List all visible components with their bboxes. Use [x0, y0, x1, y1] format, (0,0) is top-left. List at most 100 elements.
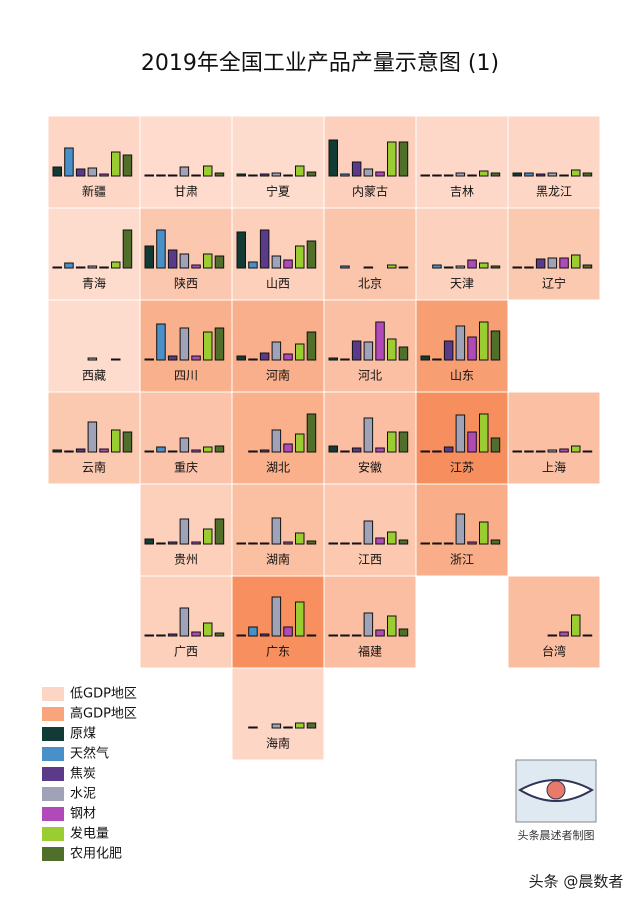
bar: [375, 447, 385, 453]
bar: [455, 513, 466, 545]
title: 2019年全国工业产品产量示意图 (1): [141, 51, 499, 76]
tile-label: 安徽: [358, 460, 382, 475]
tile-label: 福建: [358, 644, 382, 659]
bar: [512, 450, 522, 453]
tile: [231, 667, 325, 761]
bar: [248, 626, 258, 637]
bar: [306, 722, 317, 729]
tile-label: 云南: [82, 460, 106, 475]
bar: [571, 254, 581, 269]
bar: [582, 172, 593, 177]
bar: [479, 521, 489, 545]
bar: [455, 265, 466, 269]
bar: [156, 634, 166, 637]
bar: [248, 174, 258, 177]
bar: [559, 448, 569, 453]
bar: [156, 174, 166, 177]
bar: [432, 264, 442, 269]
bar: [479, 262, 489, 269]
bar: [295, 532, 305, 545]
bar: [295, 343, 305, 361]
bar: [271, 172, 282, 177]
bar: [363, 417, 374, 453]
bar: [99, 173, 109, 177]
tile-label: 上海: [542, 460, 566, 475]
bar: [455, 414, 466, 453]
bar: [479, 413, 489, 453]
bar: [271, 517, 282, 545]
bar: [214, 445, 225, 453]
legend-swatch: [42, 767, 64, 781]
bar: [455, 172, 466, 177]
bar: [236, 231, 246, 269]
tile: [507, 575, 601, 669]
credit-icon: [515, 759, 597, 823]
legend-swatch: [42, 727, 64, 741]
bar: [203, 528, 213, 545]
legend-text: 天然气: [70, 746, 109, 762]
tile-label: 江西: [358, 553, 382, 567]
tile: [507, 207, 601, 301]
watermark: 头条 @晨数者: [529, 873, 624, 891]
bar: [306, 540, 317, 545]
bar: [111, 429, 121, 453]
bar: [122, 431, 133, 453]
bar: [156, 446, 166, 453]
bar: [582, 450, 593, 453]
bar: [387, 264, 397, 269]
legend-text: 农用化肥: [70, 847, 122, 862]
bar: [340, 358, 350, 361]
bar: [271, 429, 282, 453]
bar: [306, 413, 317, 453]
bar: [328, 634, 338, 637]
bar: [387, 431, 397, 453]
bar: [479, 170, 489, 177]
bar: [432, 450, 442, 453]
bar: [306, 634, 317, 637]
bar: [351, 161, 362, 177]
bar: [64, 262, 74, 269]
tile: [231, 115, 325, 209]
bar: [214, 255, 225, 269]
tile: [507, 391, 601, 485]
bar: [236, 542, 246, 545]
bar: [363, 341, 374, 361]
bar: [387, 141, 397, 177]
tile-label: 西藏: [82, 369, 106, 383]
tile: [415, 115, 509, 209]
bar: [167, 355, 178, 361]
legend-swatch: [42, 747, 64, 761]
bar: [340, 542, 350, 545]
bar: [283, 626, 293, 637]
bar: [203, 331, 213, 361]
bar: [490, 265, 501, 269]
bar: [191, 355, 201, 361]
bar: [64, 450, 74, 453]
tile-label: 广西: [174, 645, 198, 659]
credit: 头条晨述者制图: [518, 828, 595, 842]
bar: [271, 255, 282, 269]
bar: [398, 431, 409, 453]
tile-label: 湖北: [266, 460, 290, 475]
bar: [156, 323, 166, 361]
tile-label: 陕西: [174, 276, 198, 291]
bar: [467, 541, 477, 545]
legend-text: 高GDP地区: [70, 706, 137, 722]
bar: [259, 633, 270, 637]
bar: [87, 357, 98, 361]
tile-label: 内蒙古: [352, 184, 388, 199]
bar: [236, 173, 246, 177]
bar: [328, 445, 338, 453]
bar: [351, 542, 362, 545]
bar: [295, 165, 305, 177]
bar: [248, 450, 258, 453]
bar: [351, 340, 362, 361]
bar: [75, 168, 86, 177]
bar: [75, 266, 86, 269]
bar: [535, 173, 546, 177]
bar: [547, 449, 558, 453]
bar: [191, 631, 201, 637]
bar: [271, 596, 282, 637]
bar: [248, 358, 258, 361]
